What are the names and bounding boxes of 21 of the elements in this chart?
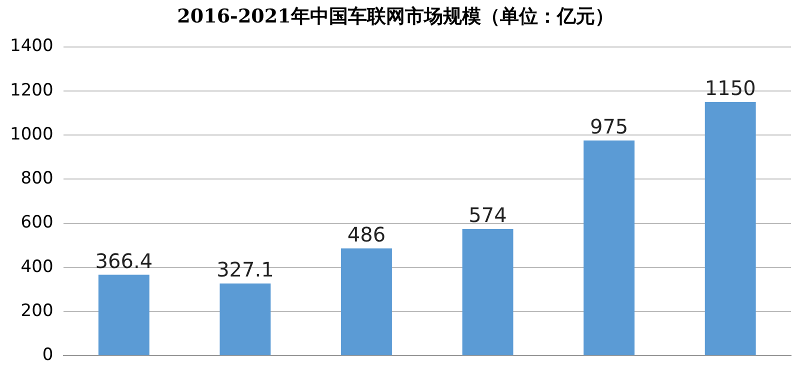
bar <box>584 140 635 356</box>
data-label: 574 <box>468 203 507 228</box>
y-tick-label: 200 <box>20 300 54 321</box>
bar <box>462 228 514 356</box>
data-label: 975 <box>590 114 628 139</box>
y-tick-label: 1400 <box>10 36 54 56</box>
y-tick-label: 800 <box>20 168 54 189</box>
bar <box>220 283 271 356</box>
y-tick-label: 400 <box>20 256 54 277</box>
y-tick-label: 1200 <box>10 80 54 100</box>
data-label: 1150 <box>704 76 756 100</box>
bar <box>704 102 756 356</box>
data-label: 486 <box>347 222 386 247</box>
y-tick-label: 0 <box>42 345 54 366</box>
data-label: 366.4 <box>95 248 153 273</box>
bar <box>98 274 150 356</box>
y-tick-label: 600 <box>20 212 54 233</box>
chart-title: 2016-2021年中国车联网市场规模（单位：亿元） <box>177 5 614 28</box>
bar <box>341 248 392 356</box>
y-tick-label: 1000 <box>10 124 54 144</box>
data-label: 327.1 <box>216 258 274 282</box>
